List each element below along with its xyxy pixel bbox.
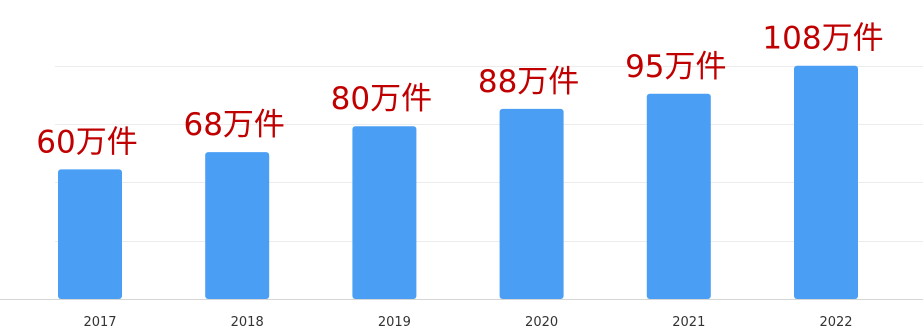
gridlines (55, 66, 923, 242)
bar-2017 (58, 169, 122, 299)
bar-2022 (794, 65, 858, 299)
data-label-2017: 60万件 (36, 124, 137, 160)
x-tick-label-2018: 2018 (231, 315, 264, 330)
data-label-2019: 80万件 (331, 81, 432, 117)
x-tick-label-2019: 2019 (378, 315, 411, 330)
data-labels: 60万件 68万件 80万件 88万件 95万件 108万件 (36, 21, 883, 161)
bar-2018 (205, 152, 270, 299)
data-label-2018: 68万件 (183, 107, 284, 143)
bars (58, 65, 858, 299)
data-label-2022: 108万件 (762, 21, 883, 57)
x-tick-label-2017: 2017 (83, 315, 116, 330)
x-tick-label-2022: 2022 (819, 315, 852, 330)
x-tick-label-2020: 2020 (525, 315, 558, 330)
x-tick-label-2021: 2021 (672, 315, 705, 330)
bar-2020 (499, 108, 564, 299)
bar-2019 (352, 126, 417, 299)
bar-2021 (646, 93, 711, 299)
data-label-2020: 88万件 (478, 64, 579, 100)
data-label-2021: 95万件 (625, 49, 726, 85)
x-axis-ticks: 2017 2018 2019 2020 2021 2022 (83, 315, 852, 330)
